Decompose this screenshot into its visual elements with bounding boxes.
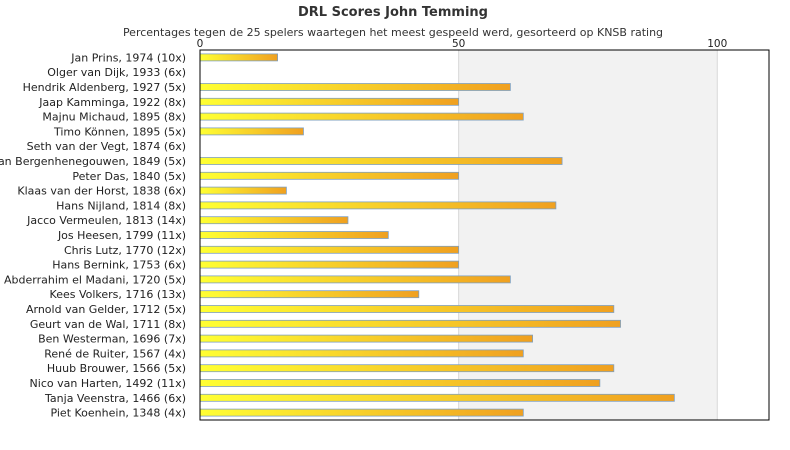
bar: [199, 186, 287, 195]
x-tick-label: 100: [707, 38, 727, 50]
plot-background: [458, 50, 718, 420]
category-label: Abderrahim el Madani, 1720 (5x): [4, 273, 186, 286]
category-label: Huub Brouwer, 1566 (5x): [47, 362, 186, 375]
bar: [199, 275, 511, 284]
bar: [199, 379, 601, 387]
category-label: Tanja Veenstra, 1466 (6x): [44, 392, 186, 405]
bar: [199, 157, 563, 165]
bar: [199, 216, 349, 225]
bar: [199, 83, 511, 91]
chart-subtitle: Percentages tegen de 25 spelers waartege…: [123, 26, 663, 39]
bar: [199, 349, 524, 358]
category-label: Hans Bernink, 1753 (6x): [52, 259, 186, 272]
category-label: Olger van Dijk, 1933 (6x): [47, 66, 186, 79]
category-label: Klaas van der Horst, 1838 (6x): [17, 185, 186, 198]
category-label: Ben Westerman, 1696 (7x): [38, 333, 186, 346]
bar: [199, 393, 675, 402]
category-label: Majnu Michaud, 1895 (8x): [42, 111, 186, 124]
bar: [199, 290, 420, 299]
axes-group: [199, 49, 770, 421]
category-label: Timo Können, 1895 (5x): [53, 125, 186, 138]
bar: [199, 260, 460, 269]
bar: [199, 127, 304, 136]
bar: [199, 97, 460, 106]
category-label: Nico van Harten, 1492 (11x): [30, 377, 186, 390]
bar: [199, 201, 557, 210]
plot-band: [458, 50, 718, 420]
category-label: Arnold van Gelder, 1712 (5x): [26, 303, 186, 316]
bar: [199, 53, 278, 62]
x-tick-label: 0: [197, 38, 204, 50]
bar: [199, 112, 524, 121]
bar: [199, 408, 524, 417]
category-labels: Jan Prins, 1974 (10x) Olger van Dijk, 193…: [0, 51, 186, 419]
bar: [199, 231, 389, 239]
x-tick-labels: 0 50 100: [197, 38, 728, 50]
bar: [199, 245, 460, 254]
category-label: Seth van der Vegt, 1874 (6x): [27, 140, 186, 153]
bar: [199, 305, 615, 313]
bar: [199, 364, 615, 373]
category-label: Jan Prins, 1974 (10x): [70, 51, 186, 64]
category-label: Jos Heesen, 1799 (11x): [57, 229, 186, 242]
category-label: Piet Koenhein, 1348 (4x): [50, 407, 186, 420]
category-label: Jacco Vermeulen, 1813 (14x): [26, 214, 186, 227]
plot-frame: [199, 49, 770, 421]
category-label: René de Ruiter, 1567 (4x): [44, 347, 186, 360]
bar: [199, 171, 460, 180]
chart-title: DRL Scores John Temming: [298, 5, 488, 20]
category-label: Kees Volkers, 1716 (13x): [50, 288, 186, 301]
x-tick-label: 50: [452, 38, 465, 50]
category-label: Eric van Bergenhenegouwen, 1849 (5x): [0, 155, 186, 168]
category-label: Hendrik Aldenberg, 1927 (5x): [23, 81, 186, 94]
category-label: Hans Nijland, 1814 (8x): [56, 199, 186, 212]
bar: [199, 319, 621, 328]
bar: [199, 334, 534, 343]
category-label: Chris Lutz, 1770 (12x): [64, 244, 186, 257]
category-label: Peter Das, 1840 (5x): [72, 170, 186, 183]
category-label: Jaap Kamminga, 1922 (8x): [38, 96, 186, 109]
category-label: Geurt van de Wal, 1711 (8x): [30, 318, 186, 331]
